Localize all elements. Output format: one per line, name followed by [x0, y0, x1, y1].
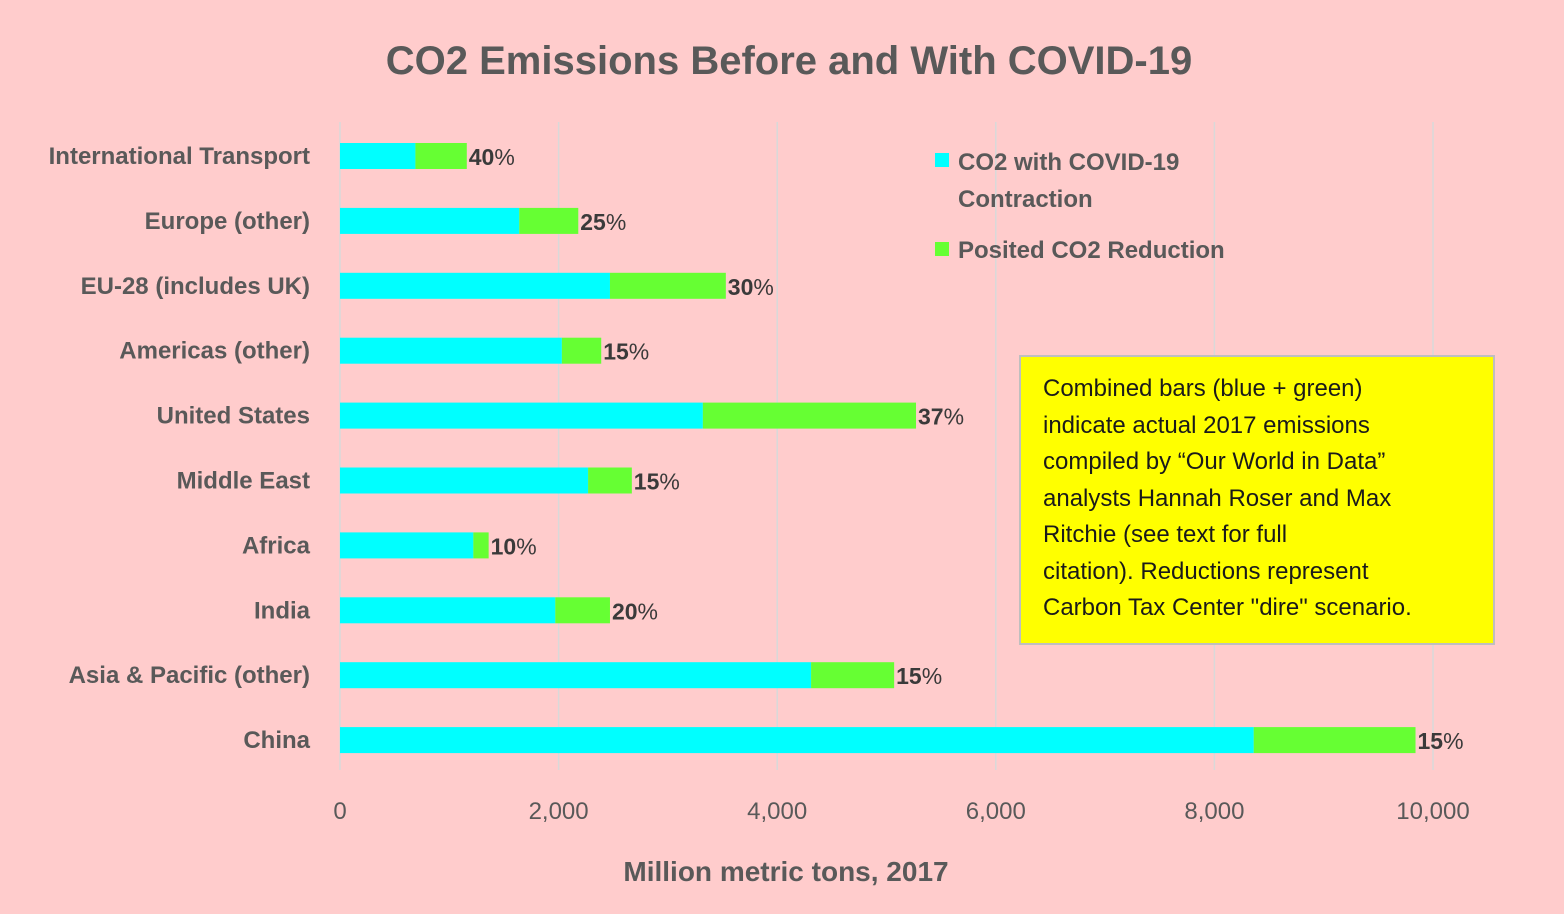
bar-posited-reduction — [609, 272, 726, 299]
bar-posited-reduction — [561, 337, 602, 364]
data-label: 15% — [634, 469, 680, 495]
category-label: Americas (other) — [119, 338, 310, 365]
bar-posited-reduction — [702, 402, 917, 429]
x-tick-label: 10,000 — [1396, 798, 1469, 825]
legend: CO2 with COVID-19 Contraction Posited CO2… — [935, 149, 1225, 264]
bar-covid-contraction — [340, 662, 812, 689]
x-tick-label: 2,000 — [529, 798, 589, 825]
category-label: Africa — [242, 532, 311, 559]
x-axis-title: Million metric tons, 2017 — [623, 856, 948, 887]
bar-covid-contraction — [340, 402, 703, 429]
bar-covid-contraction — [340, 727, 1254, 754]
annotation-line: Carbon Tax Center "dire" scenario. — [1043, 594, 1412, 621]
legend-swatch-reduction — [935, 242, 949, 256]
annotation-line: citation). Reductions represent — [1043, 557, 1369, 585]
bar-posited-reduction — [415, 143, 467, 169]
bar-posited-reduction — [1253, 727, 1416, 754]
data-label: 15% — [603, 339, 649, 365]
bar-covid-contraction — [340, 207, 520, 234]
bar-posited-reduction — [473, 532, 489, 559]
data-label: 10% — [491, 533, 537, 559]
annotation-line: analysts Hannah Roser and Max — [1043, 484, 1392, 512]
x-tick-labels: 0 2,000 4,000 6,000 8,000 10,000 — [333, 798, 1469, 825]
bar-covid-contraction — [340, 467, 589, 494]
bar-covid-contraction — [340, 272, 610, 299]
legend-label-covid: CO2 with COVID-19 Contraction — [958, 149, 1179, 213]
bar-posited-reduction — [519, 207, 579, 234]
bars — [340, 143, 1416, 754]
data-label: 15% — [896, 663, 942, 689]
legend-label-reduction: Posited CO2 Reduction — [958, 237, 1225, 264]
x-tick-label: 0 — [333, 798, 346, 825]
data-label: 37% — [918, 404, 964, 430]
category-label: China — [243, 727, 310, 754]
data-labels: 40% 25% 30% 15% 37% 15% 10% 20% 15% 15% — [469, 144, 1464, 754]
category-label: Europe (other) — [145, 208, 310, 235]
data-label: 40% — [469, 144, 515, 170]
category-label: EU-28 (includes UK) — [81, 273, 310, 300]
legend-swatch-covid — [935, 153, 949, 167]
category-label: India — [254, 597, 311, 624]
category-label: United States — [157, 403, 310, 430]
bar-posited-reduction — [555, 597, 610, 624]
category-labels: International Transport Europe (other) EU-… — [49, 143, 311, 754]
data-label: 20% — [612, 598, 658, 624]
chart-title: CO2 Emissions Before and With COVID-19 — [386, 39, 1192, 83]
annotation-line: Combined bars (blue + green) — [1043, 375, 1363, 402]
category-label: Middle East — [177, 468, 310, 495]
annotation-note: Combined bars (blue + green) indicate ac… — [1019, 355, 1495, 645]
data-label: 15% — [1417, 728, 1463, 754]
x-tick-label: 6,000 — [966, 798, 1026, 825]
annotation-line: compiled by “Our World in Data” — [1043, 448, 1386, 475]
x-tick-label: 4,000 — [747, 798, 807, 825]
bar-covid-contraction — [340, 337, 562, 364]
data-label: 30% — [728, 274, 774, 300]
annotation-line: Ritchie (see text for full — [1043, 521, 1288, 548]
bar-covid-contraction — [340, 143, 416, 169]
x-tick-label: 8,000 — [1184, 798, 1244, 825]
bar-covid-contraction — [340, 532, 474, 559]
data-label: 25% — [580, 209, 626, 235]
category-label: International Transport — [49, 143, 310, 170]
bar-covid-contraction — [340, 597, 556, 624]
annotation-line: indicate actual 2017 emissions — [1043, 411, 1370, 439]
bar-posited-reduction — [588, 467, 632, 494]
category-label: Asia & Pacific (other) — [69, 662, 310, 689]
bar-posited-reduction — [811, 662, 895, 689]
